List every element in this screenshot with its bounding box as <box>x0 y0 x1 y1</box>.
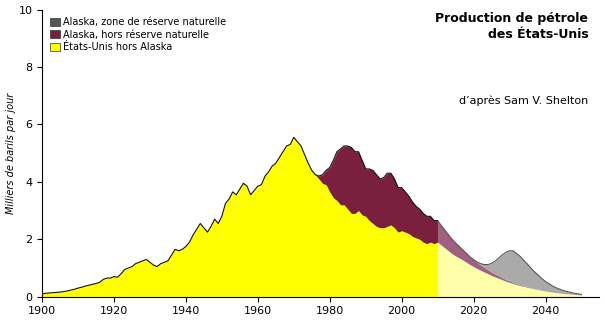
Legend: Alaska, zone de réserve naturelle, Alaska, hors réserve naturelle, États-Unis ho: Alaska, zone de réserve naturelle, Alask… <box>47 14 229 55</box>
Text: Production de pétrole
des États-Unis: Production de pétrole des États-Unis <box>436 13 588 42</box>
Y-axis label: Milliers de barils par jour: Milliers de barils par jour <box>5 92 16 214</box>
Text: d’après Sam V. Shelton: d’après Sam V. Shelton <box>459 96 588 106</box>
